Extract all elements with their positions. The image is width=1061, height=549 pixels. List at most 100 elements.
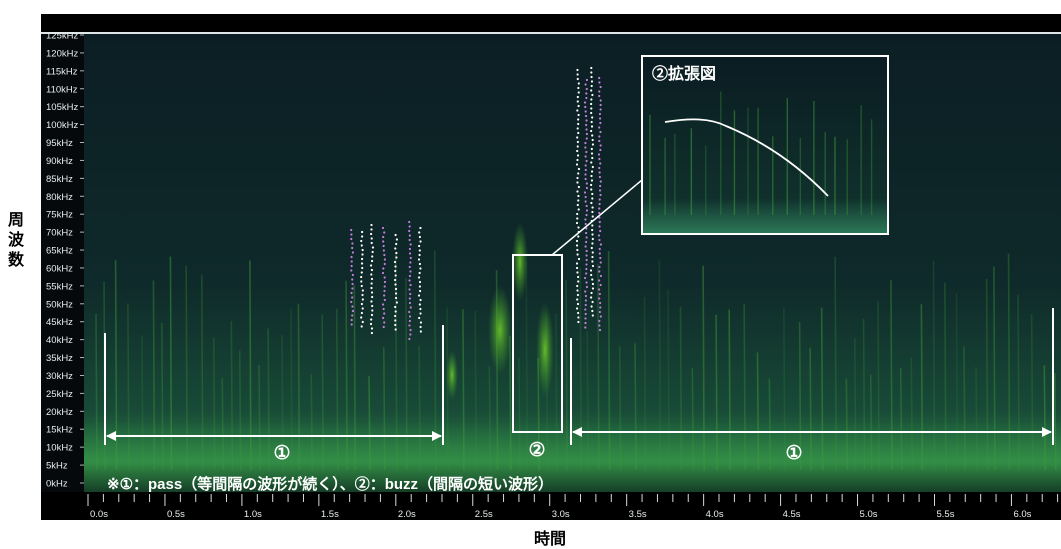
detection-dot — [598, 126, 601, 129]
detection-dot — [598, 328, 602, 332]
detection-dot — [350, 264, 353, 268]
detection-dot — [371, 246, 375, 249]
detection-dot — [585, 249, 588, 253]
detection-dot — [576, 248, 579, 252]
y-tick-label: 70kHz — [46, 228, 73, 239]
detection-dot — [599, 180, 602, 183]
detection-dot — [575, 239, 579, 243]
zoom-connector — [551, 179, 643, 256]
detection-dot — [590, 147, 593, 151]
buzz-box — [512, 254, 563, 433]
detection-dot — [584, 294, 588, 298]
detection-dot — [585, 209, 589, 212]
signal-streak — [1007, 253, 1011, 471]
detection-dot — [590, 80, 594, 83]
detection-dot — [360, 325, 363, 328]
y-tick-label: 125kHz — [46, 31, 78, 42]
detection-dot — [584, 177, 587, 181]
detection-dot — [576, 271, 579, 274]
detection-dot — [598, 238, 601, 242]
detection-dot — [585, 137, 588, 140]
detection-dot — [584, 141, 587, 145]
detection-dot — [598, 297, 601, 300]
detection-dot — [383, 312, 386, 315]
detection-dot — [576, 140, 579, 144]
signal-streak — [474, 310, 478, 471]
detection-dot — [409, 283, 412, 287]
detection-dot — [408, 247, 412, 251]
detection-dot — [576, 190, 579, 193]
signal-streak — [281, 334, 284, 471]
y-tick-label: 30kHz — [46, 371, 73, 382]
detection-dot — [598, 270, 601, 273]
signal-streak — [834, 256, 837, 471]
detection-dot — [408, 297, 411, 300]
detection-dot — [394, 296, 398, 300]
y-tick-label: 45kHz — [46, 317, 73, 328]
y-tick-label: 55kHz — [46, 281, 73, 292]
detection-dot — [351, 282, 354, 286]
detection-dot — [599, 148, 602, 152]
detection-dot — [576, 203, 579, 207]
detection-dot — [382, 249, 385, 252]
detection-dot — [577, 113, 580, 117]
detection-dot — [360, 280, 363, 283]
detection-dot — [577, 257, 581, 261]
signal-streak — [702, 265, 705, 471]
y-tick-label: 60kHz — [46, 263, 73, 274]
signal-streak — [525, 260, 529, 471]
detection-dot — [590, 66, 593, 70]
detection-dot — [590, 98, 593, 101]
detection-dot — [584, 245, 587, 248]
y-tick-label: 65kHz — [46, 246, 73, 257]
signal-streak — [297, 303, 301, 471]
detection-dot — [409, 256, 412, 260]
detection-dot — [382, 240, 385, 243]
detection-dot — [590, 296, 593, 299]
detection-dot — [393, 260, 397, 264]
detection-dot — [350, 255, 353, 259]
detection-dot — [591, 242, 594, 245]
annotation-layer: ① ② ① ※①：pass（等間隔の波形が続く）、②：buzz（間隔の短い波形） — [104, 179, 1054, 493]
detection-dot — [394, 247, 397, 250]
signal-streak — [345, 280, 348, 471]
x-tick-label: 1.5s — [321, 509, 339, 520]
detection-dot — [590, 273, 593, 277]
detection-dot — [351, 246, 354, 250]
detection-dot — [583, 276, 587, 280]
y-tick-label: 110kHz — [46, 84, 78, 95]
signal-streak — [518, 357, 521, 471]
detection-dot — [360, 275, 363, 279]
detection-dot — [576, 154, 580, 157]
signal-streak — [321, 314, 324, 471]
detection-dot — [383, 258, 387, 261]
detection-dot — [577, 311, 580, 315]
signal-streak — [152, 280, 156, 471]
detection-dot — [598, 189, 602, 192]
detection-dot — [590, 71, 593, 74]
pass-range-1-arrowhead-right — [432, 431, 442, 441]
detection-dot — [351, 309, 355, 313]
detection-dot — [361, 253, 364, 256]
detection-dot — [576, 149, 579, 153]
pass-label-2: ① — [785, 443, 802, 464]
detection-dot — [584, 303, 587, 307]
detection-dot — [351, 242, 354, 245]
detection-dot — [408, 324, 411, 327]
x-tick-label: 5.5s — [936, 509, 954, 520]
detection-dot — [598, 324, 601, 327]
y-tick-label: 100kHz — [46, 120, 78, 131]
detection-dot — [394, 233, 397, 237]
detection-dot — [591, 309, 594, 313]
detection-dot — [590, 129, 593, 133]
detection-dot — [585, 159, 588, 163]
pass-label-1: ① — [273, 443, 290, 464]
buzz-blob — [512, 222, 528, 302]
detection-dot — [577, 172, 580, 175]
detection-dot — [598, 279, 601, 282]
detection-dot — [418, 271, 421, 275]
signal-streak — [634, 343, 637, 471]
signal-streak — [955, 292, 959, 471]
detection-dot — [409, 333, 412, 336]
x-tick-label: 0.5s — [167, 509, 185, 520]
